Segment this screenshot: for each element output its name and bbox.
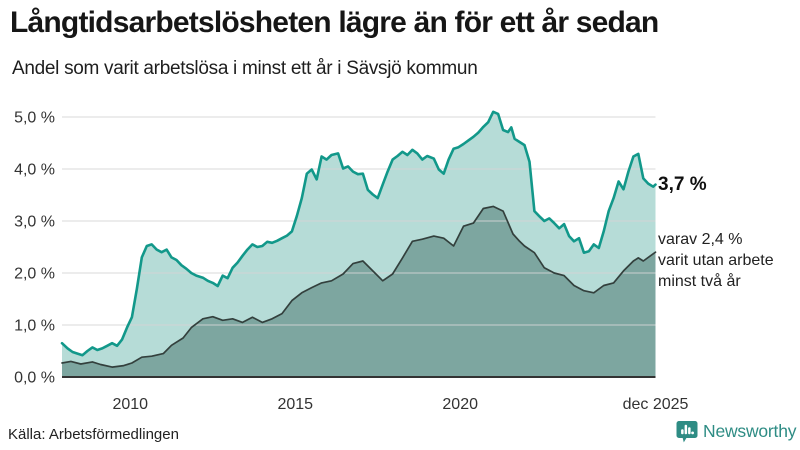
newsworthy-brand: Newsworthy <box>676 420 797 443</box>
source-note: Källa: Arbetsförmedlingen <box>8 426 179 443</box>
series-line <box>60 110 657 357</box>
annotation-secondary-line: minst två år <box>658 273 741 290</box>
newsworthy-logo-icon <box>676 420 698 443</box>
x-axis-tick-label: dec 2025 <box>623 396 689 413</box>
chart-subtitle: Andel som varit arbetslösa i minst ett å… <box>12 58 478 79</box>
y-axis-tick-label: 1,0 % <box>14 318 55 335</box>
y-axis-tick-label: 4,0 % <box>14 162 55 179</box>
annotation-secondary-line: varit utan arbete <box>658 252 774 269</box>
x-axis-tick-label: 2010 <box>112 396 148 413</box>
y-axis-tick-label: 5,0 % <box>14 110 55 127</box>
page-title: Långtidsarbetslösheten lägre än för ett … <box>10 6 659 39</box>
newsworthy-brand-text: Newsworthy <box>703 421 797 441</box>
series-area <box>62 206 656 377</box>
y-axis-tick-label: 2,0 % <box>14 266 55 283</box>
annotation-secondary-line: varav 2,4 % <box>658 231 743 248</box>
annotation-latest-value: 3,7 % <box>658 174 707 195</box>
x-axis-tick-label: 2015 <box>277 396 313 413</box>
x-axis-tick-label: 2020 <box>442 396 478 413</box>
series-line <box>61 205 657 368</box>
y-axis-tick-label: 3,0 % <box>14 214 55 231</box>
annotation-secondary: varav 2,4 % varit utan arbete minst två … <box>658 229 774 292</box>
y-axis-tick-label: 0,0 % <box>14 370 55 387</box>
